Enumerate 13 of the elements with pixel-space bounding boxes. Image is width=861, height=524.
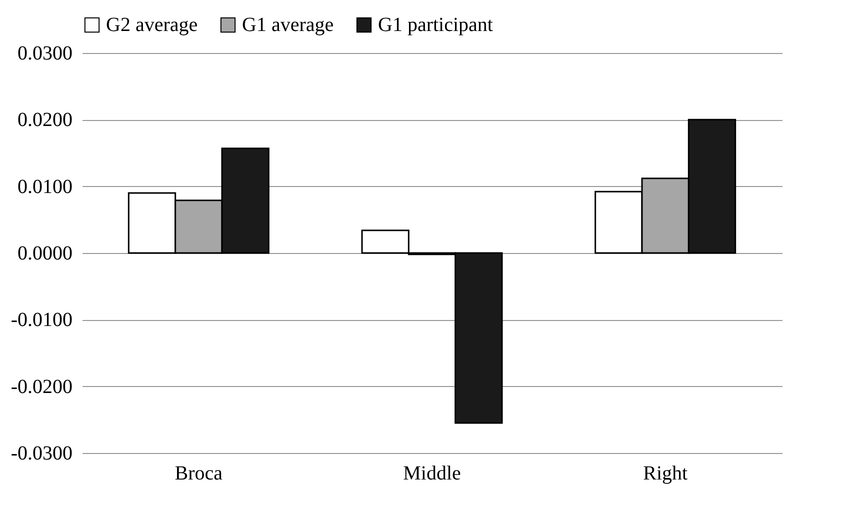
y-tick-label: 0.0300 bbox=[18, 42, 72, 64]
legend-label: G2 average bbox=[106, 14, 198, 36]
x-tick-label: Broca bbox=[174, 462, 223, 484]
y-tick-label: -0.0300 bbox=[10, 442, 72, 464]
y-tick-label: 0.0100 bbox=[18, 176, 72, 198]
x-tick-label: Middle bbox=[403, 462, 462, 484]
y-tick-label: 0.0200 bbox=[18, 109, 72, 132]
legend-label: G1 participant bbox=[378, 14, 494, 36]
legend-label: G1 average bbox=[242, 14, 334, 36]
y-tick-label: 0.0000 bbox=[18, 242, 72, 264]
y-tick-label: -0.0200 bbox=[10, 376, 72, 398]
x-tick-label: Right bbox=[643, 462, 688, 484]
y-tick-label: -0.0100 bbox=[10, 309, 72, 332]
